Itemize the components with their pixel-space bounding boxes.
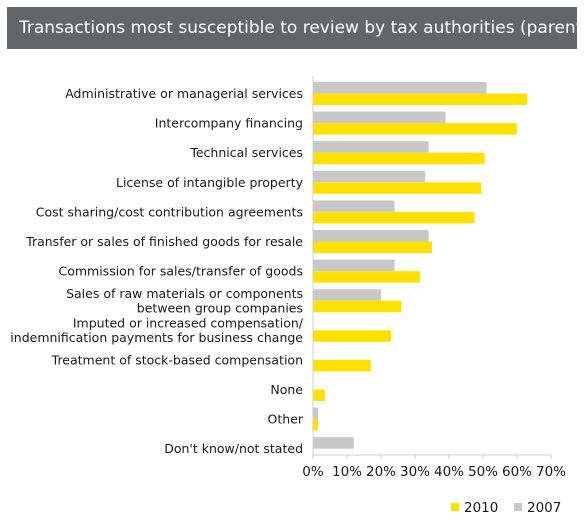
bar-2010 <box>313 211 475 224</box>
category-label: Cost sharing/cost contribution agreement… <box>36 204 303 219</box>
x-tick-label: 40% <box>434 464 464 480</box>
bar-2007 <box>313 141 429 153</box>
legend-swatch-2010 <box>451 503 459 511</box>
bar-2007 <box>313 82 487 94</box>
category-label-line: License of intangible property <box>116 175 304 190</box>
category-label: Other <box>268 412 304 427</box>
x-tick-label: 20% <box>366 464 396 480</box>
category-label-line: Don't know/not stated <box>164 441 303 456</box>
bar-2007 <box>313 437 354 449</box>
legend: 2010 2007 <box>451 500 561 516</box>
bar-2007 <box>313 230 429 242</box>
x-tick-label: 10% <box>332 464 362 480</box>
bar-2010 <box>313 182 482 194</box>
category-label: Don't know/not stated <box>164 441 303 456</box>
bar-2010 <box>313 389 325 401</box>
category-label-line: Imputed or increased compensation/ <box>73 316 304 331</box>
category-label-line: indemnification payments for business ch… <box>10 330 303 345</box>
bar-2010 <box>313 93 528 105</box>
bar-2007 <box>313 289 381 301</box>
category-label-line: Other <box>268 412 304 427</box>
category-labels: Administrative or managerial services Int… <box>10 86 304 456</box>
category-label-line: Technical services <box>189 145 303 160</box>
bar-2007 <box>313 111 446 124</box>
x-tick-label: 0% <box>302 464 324 480</box>
category-label: Technical services <box>189 145 303 160</box>
bar-2010 <box>313 123 517 135</box>
bar-2010 <box>313 330 392 342</box>
legend-label-2007: 2007 <box>527 500 561 516</box>
category-label-line: between group companies <box>137 300 303 315</box>
category-label: Treatment of stock-based compensation <box>51 352 303 367</box>
bar-2010 <box>313 271 421 283</box>
category-label: Imputed or increased compensation/indemn… <box>10 316 303 346</box>
category-label: Administrative or managerial services <box>65 86 303 101</box>
bar-2010 <box>313 152 485 165</box>
chart-title: Transactions most susceptible to review … <box>7 7 577 49</box>
bar-2010 <box>313 241 432 253</box>
category-label-line: Commission for sales/transfer of goods <box>58 264 303 279</box>
bar-2007 <box>313 200 395 212</box>
bars <box>313 82 528 449</box>
legend-swatch-2007 <box>514 503 522 511</box>
x-tick-label: 50% <box>468 464 498 480</box>
category-label: Intercompany financing <box>155 116 303 131</box>
category-label-line: Administrative or managerial services <box>65 86 303 101</box>
category-label-line: None <box>270 382 303 397</box>
category-label: None <box>270 382 303 397</box>
x-tick-label: 30% <box>400 464 430 480</box>
x-axis-ticks: 0% 10% 20% 30% 40% 50% 60% 70% <box>302 455 566 480</box>
x-tick-label: 60% <box>502 464 532 480</box>
category-label: Transfer or sales of finished goods for … <box>25 234 303 249</box>
category-label-line: Sales of raw materials or components <box>66 286 303 301</box>
category-label: License of intangible property <box>116 175 304 190</box>
category-label-line: Treatment of stock-based compensation <box>51 352 303 367</box>
category-label: Commission for sales/transfer of goods <box>58 264 303 279</box>
x-tick-label: 70% <box>536 464 566 480</box>
category-label-line: Cost sharing/cost contribution agreement… <box>36 204 303 219</box>
legend-label-2010: 2010 <box>464 500 498 516</box>
bar-2010 <box>313 419 319 431</box>
category-label: Sales of raw materials or components betw… <box>66 286 303 316</box>
category-label-line: Transfer or sales of finished goods for … <box>25 234 303 249</box>
bar-2010 <box>313 359 371 372</box>
category-label-line: Intercompany financing <box>155 116 303 131</box>
bar-2007 <box>313 259 395 272</box>
bar-2007 <box>313 170 426 183</box>
bar-2010 <box>313 300 402 313</box>
bar-2007 <box>313 407 319 420</box>
